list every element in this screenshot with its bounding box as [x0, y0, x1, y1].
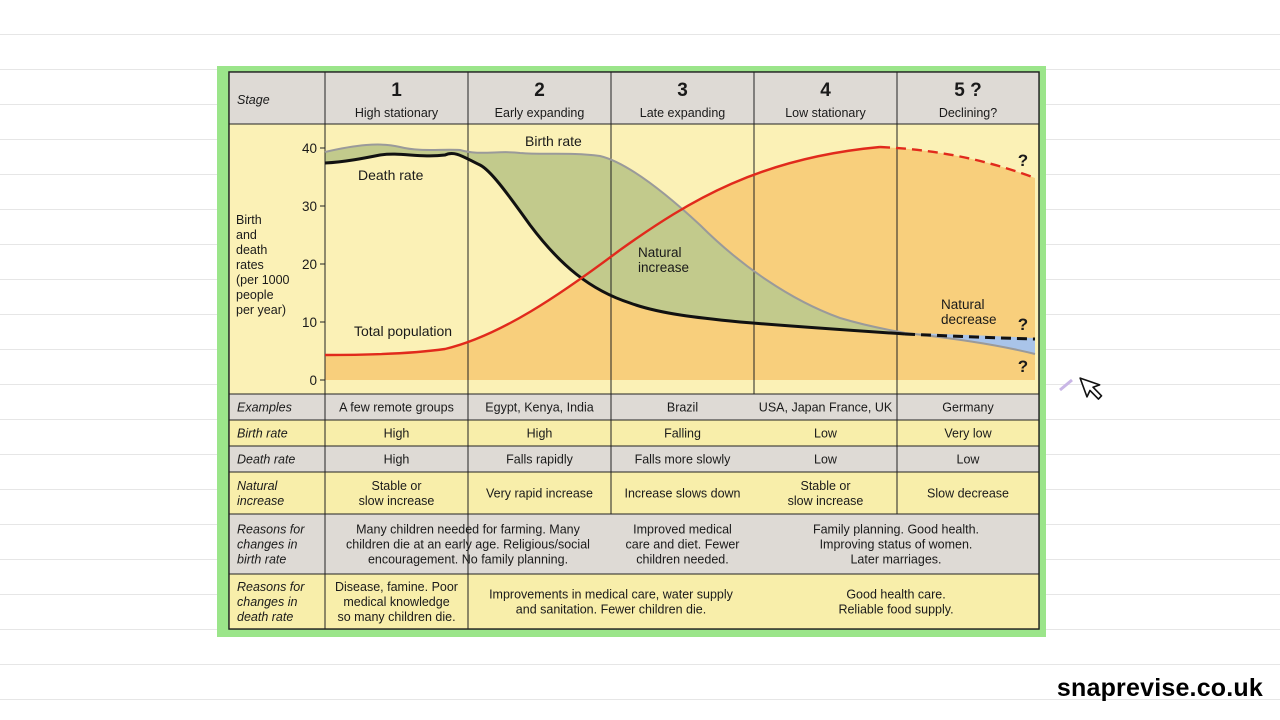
death-rate-label: Death rate: [358, 167, 424, 183]
table-cell: Stable or: [800, 479, 850, 493]
table-cell: children die at an early age. Religious/…: [346, 538, 590, 552]
table-cell: Falling: [664, 427, 701, 441]
table-bands: [229, 394, 1039, 629]
stage-header-row: [229, 72, 1039, 124]
text-layer: Stage 1 High stationary 2 Early expanding 3 La…: [236, 80, 1028, 624]
mouse-pointer-icon: [1059, 377, 1103, 400]
table-cell: Increase slows down: [624, 487, 740, 501]
natural-increase-label: Natural: [638, 245, 682, 260]
death-question-mark: ?: [1018, 357, 1028, 376]
stage-number: 1: [391, 80, 402, 101]
table-cell: Egypt, Kenya, India: [485, 401, 593, 415]
table-cell: slow increase: [788, 494, 864, 508]
y-axis-title: rates: [236, 258, 264, 272]
row-header: Death rate: [237, 453, 295, 467]
stage-name: High stationary: [355, 106, 439, 120]
y-axis-tick-label: 40: [302, 141, 317, 156]
table-cell: High: [384, 453, 410, 467]
table-cell: High: [384, 427, 410, 441]
table-cell: Improved medical: [633, 523, 732, 537]
table-cell: Good health care.: [846, 588, 945, 602]
brand-watermark: snaprevise.co.uk: [1056, 674, 1263, 702]
row-header: Examples: [237, 401, 292, 415]
row-header: changes in: [237, 595, 298, 609]
row-header: changes in: [237, 538, 298, 552]
stage-number: 2: [534, 80, 545, 101]
table-cell: High: [527, 427, 553, 441]
y-axis-title: and: [236, 228, 257, 242]
stage-name: Low stationary: [785, 106, 866, 120]
table-cell: Improving status of women.: [820, 538, 973, 552]
table-cell: Reliable food supply.: [838, 603, 953, 617]
table-cell: medical knowledge: [343, 595, 449, 609]
y-axis-tick-label: 20: [302, 257, 317, 272]
population-question-mark: ?: [1018, 151, 1028, 170]
natural-decrease-label: Natural: [941, 297, 985, 312]
table-cell: USA, Japan France, UK: [759, 401, 893, 415]
y-axis-title: people: [236, 288, 274, 302]
death-rate-projection: [904, 332, 1036, 341]
table-cell: Germany: [942, 401, 994, 415]
table-cell: Disease, famine. Poor: [335, 580, 458, 594]
diagram-border: [228, 71, 1040, 630]
stage-header-label: Stage: [237, 93, 270, 107]
birth-rate-label: Birth rate: [525, 133, 582, 149]
table-cell: Falls more slowly: [635, 453, 732, 467]
table-cell: care and diet. Fewer: [626, 538, 740, 552]
table-cell: Slow decrease: [927, 487, 1009, 501]
row-header: Natural: [237, 479, 279, 493]
table-cell: Low: [814, 453, 838, 467]
natural-increase-label: increase: [638, 260, 689, 275]
row-header: Birth rate: [237, 427, 288, 441]
y-axis-title: per year): [236, 303, 286, 317]
row-header: increase: [237, 494, 284, 508]
row-header: Reasons for: [237, 523, 305, 537]
natural-increase-area: [325, 144, 905, 334]
stage-name: Late expanding: [640, 106, 726, 120]
y-axis-tick-label: 0: [309, 373, 317, 388]
table-cell: Very rapid increase: [486, 487, 593, 501]
table-cell: children needed.: [636, 553, 728, 567]
table-cell: Many children needed for farming. Many: [356, 523, 580, 537]
birth-rate-projection: [904, 332, 1036, 355]
row-header: birth rate: [237, 553, 286, 567]
total-population-label: Total population: [354, 323, 452, 339]
natural-decrease-label: decrease: [941, 312, 997, 327]
table-cell: Improvements in medical care, water supp…: [489, 588, 734, 602]
stage-number: 3: [677, 80, 688, 101]
stage-number: 4: [820, 80, 831, 101]
total-population-line: [324, 145, 881, 357]
row-header: death rate: [237, 610, 293, 624]
table-grid: [229, 123, 1039, 629]
birth-question-mark: ?: [1018, 315, 1028, 334]
table-cell: Low: [957, 453, 981, 467]
y-axis-tick-label: 30: [302, 199, 317, 214]
y-axis-title: (per 1000: [236, 273, 290, 287]
total-population-projection: [879, 145, 1036, 180]
table-cell: Brazil: [667, 401, 698, 415]
table-cell: A few remote groups: [339, 401, 454, 415]
row-header: Reasons for: [237, 580, 305, 594]
stage-name: Declining?: [939, 106, 997, 120]
table-cell: slow increase: [359, 494, 435, 508]
y-axis-title: Birth: [236, 213, 262, 227]
table-cell: Low: [814, 427, 838, 441]
stage-number: 5 ?: [954, 80, 981, 101]
table-cell: encouragement. No family planning.: [368, 553, 568, 567]
y-axis-ticks: [320, 147, 325, 381]
table-cell: Family planning. Good health.: [813, 523, 979, 537]
birth-rate-line: [324, 143, 906, 334]
y-axis-tick-label: 10: [302, 315, 317, 330]
table-cell: Later marriages.: [850, 553, 941, 567]
table-cell: Very low: [944, 427, 992, 441]
table-cell: so many children die.: [337, 610, 455, 624]
y-axis-title: death: [236, 243, 267, 257]
axis-panel: [229, 124, 325, 394]
table-cell: and sanitation. Fewer children die.: [516, 603, 706, 617]
table-cell: Falls rapidly: [506, 453, 573, 467]
table-cell: Stable or: [371, 479, 421, 493]
death-rate-line: [324, 151, 906, 336]
stage-name: Early expanding: [495, 106, 585, 120]
